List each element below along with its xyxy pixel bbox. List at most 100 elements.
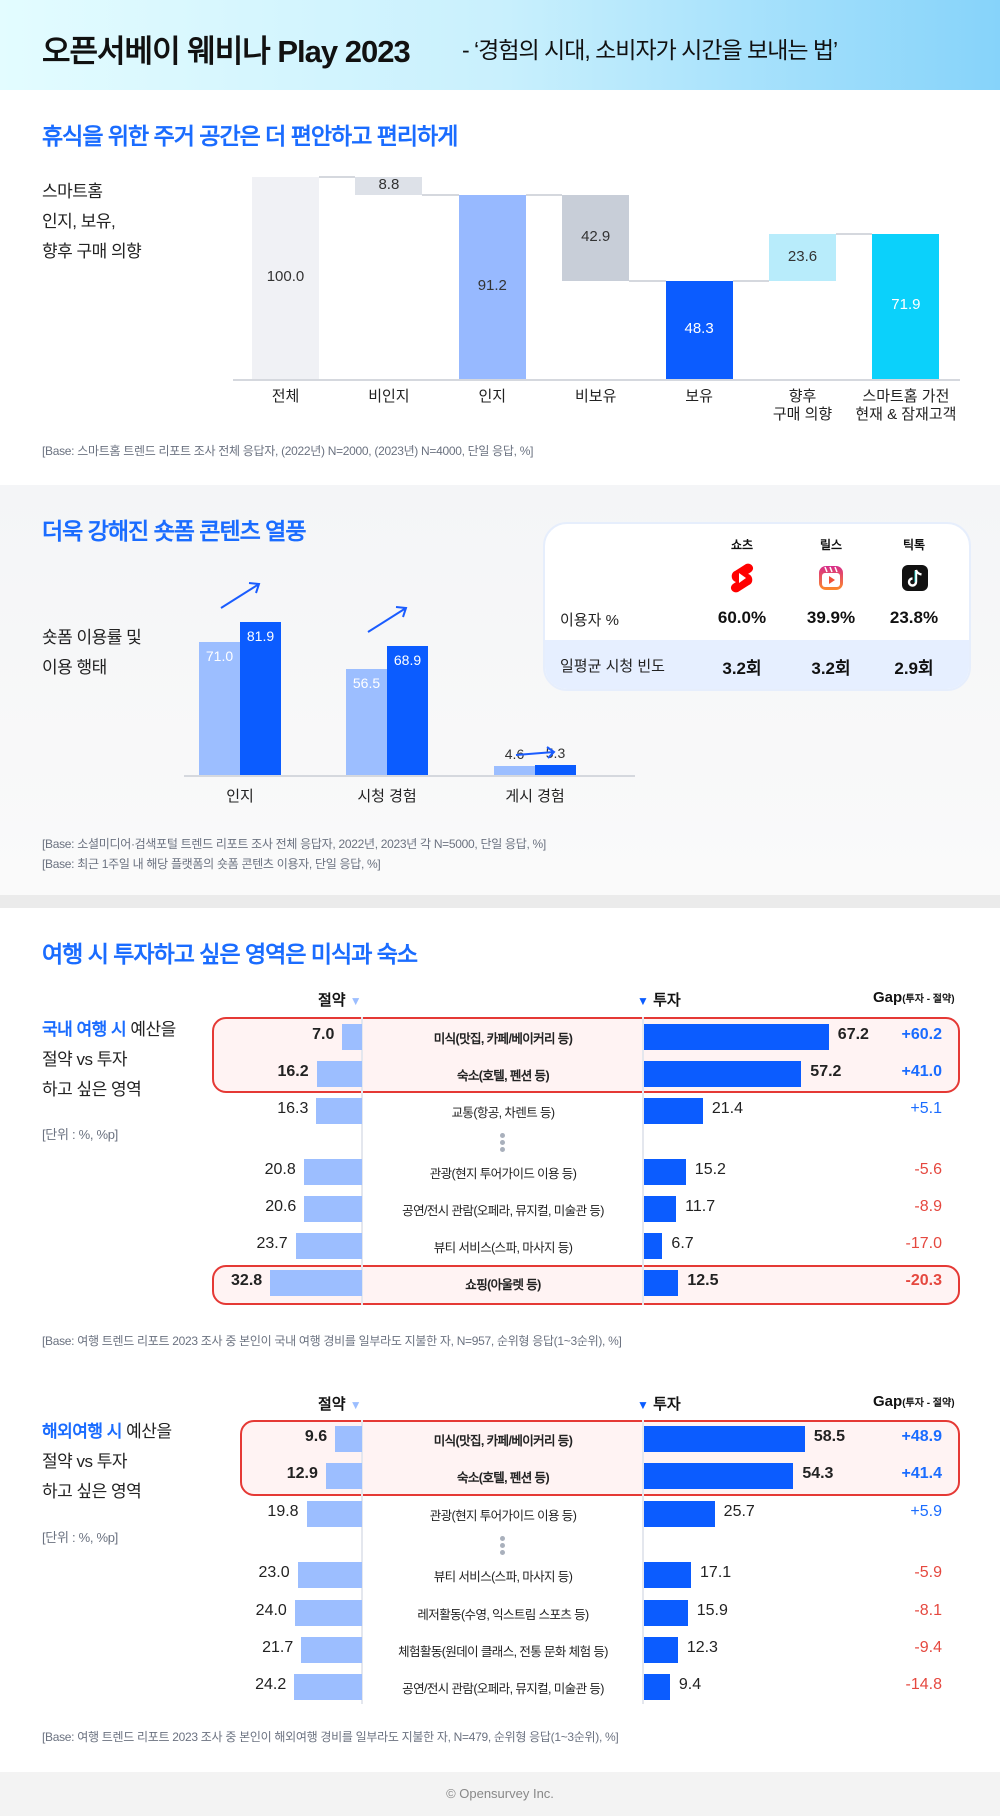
side-label-line: 향후 구매 의향 (42, 242, 142, 261)
save-bar (316, 1061, 362, 1087)
ellipsis-dot (500, 1147, 505, 1152)
bar (240, 622, 281, 775)
trend-arrow-icon (220, 582, 261, 609)
triangle-down-icon: ▼ (349, 994, 362, 1008)
gap-value: +60.2 (901, 1026, 942, 1043)
column-header-gap: Gap(투자 - 절약) (873, 989, 955, 1006)
gap-value: -17.0 (905, 1235, 942, 1252)
data-label: 71.0 (205, 648, 234, 665)
bar (387, 646, 428, 775)
invest-value: 67.2 (837, 1026, 869, 1043)
save-value: 20.6 (265, 1198, 297, 1215)
center-axis-right (642, 1420, 644, 1704)
overseas-side-label: 해외여행 시 예산을 절약 vs 투자 하고 싶은 영역 (42, 1417, 172, 1507)
save-bar (304, 1196, 362, 1222)
invest-bar (644, 1599, 688, 1626)
row-label: 공연/전시 관람(오페라, 뮤지컬, 미술관 등) (402, 1682, 604, 1697)
save-bar (303, 1159, 362, 1185)
row-label: 공연/전시 관람(오페라, 뮤지컬, 미술관 등) (402, 1204, 604, 1218)
reels-frequency: 3.2회 (811, 659, 851, 678)
gap-value: -14.8 (905, 1676, 942, 1694)
save-value: 23.0 (258, 1564, 290, 1582)
domestic-note: [Base: 여행 트렌드 리포트 2023 조사 중 본인이 국내 여행 경비… (42, 1334, 622, 1348)
save-bar (294, 1674, 362, 1701)
invest-bar (644, 1159, 686, 1185)
reels-users: 39.9% (806, 608, 856, 627)
side-label-line: 스마트홈 (42, 182, 103, 201)
tiktok-icon (902, 565, 928, 591)
row-label: 쇼핑(아울렛 등) (465, 1278, 541, 1292)
invest-bar (644, 1233, 663, 1259)
row-label: 숙소(호텔, 펜션 등) (456, 1471, 550, 1486)
tiktok-users: 23.8% (889, 608, 939, 627)
gap-value: +41.0 (901, 1063, 942, 1080)
save-label: 절약 (318, 992, 346, 1009)
category-label: 전체 (271, 388, 300, 405)
side-label-line: 예산을 (121, 1422, 172, 1441)
page-subtitle: - ‘경험의 시대, 소비자가 시간을 보내는 법’ (462, 37, 838, 63)
instagram-reels-icon (819, 566, 843, 590)
data-label: 81.9 (246, 628, 275, 644)
side-label-line: 예산을 (126, 1020, 176, 1039)
column-header-save: 절약 ▼ (318, 1393, 362, 1414)
youtube-shorts-icon (730, 563, 754, 593)
gap-value: -8.1 (914, 1601, 942, 1619)
row-label: 뷰티 서비스(스파, 마사지 등) (433, 1570, 573, 1585)
category-label: 비인지 (368, 388, 410, 405)
category-label: 향후 구매 의향 (772, 388, 833, 423)
footer-copyright: © Opensurvey Inc. (446, 1786, 554, 1801)
triangle-down-icon: ▼ (637, 1398, 649, 1412)
section2-note-2: [Base: 최근 1주일 내 해당 플랫폼의 숏폼 콘텐츠 이용자, 단일 응… (42, 857, 381, 871)
invest-value: 11.7 (685, 1198, 716, 1215)
ellipsis-dot (500, 1535, 505, 1541)
side-label-line: 숏폼 이용률 및 (42, 628, 142, 647)
save-value: 16.2 (277, 1063, 309, 1080)
row-label: 체험활동(원데이 클래스, 전통 문화 체험 등) (398, 1645, 608, 1659)
data-label: 71.9 (891, 296, 921, 314)
waterfall-bar (665, 281, 733, 379)
waterfall-bar (252, 177, 319, 379)
save-value: 9.6 (304, 1428, 328, 1445)
side-label-highlight: 국내 여행 시 (42, 1020, 127, 1039)
unit-label: [단위 : %, %p] (42, 1530, 118, 1545)
save-value: 23.7 (256, 1235, 288, 1252)
overseas-note: [Base: 여행 트렌드 리포트 2023 조사 중 본인이 해외여행 경비를… (42, 1730, 619, 1744)
data-label: 8.8 (378, 175, 400, 193)
invest-value: 12.5 (687, 1272, 719, 1289)
shorts-users: 60.0% (717, 608, 767, 627)
row-label: 미식(맛집, 카페/베이커리 등) (433, 1032, 573, 1046)
save-label: 절약 (318, 1396, 346, 1413)
unit-label: [단위 : %, %p] (42, 1127, 118, 1142)
invest-bar (644, 1674, 670, 1701)
ellipsis-dot (500, 1140, 505, 1145)
gap-label: Gap (873, 1393, 903, 1410)
save-value: 20.8 (264, 1161, 296, 1178)
gap-label: Gap (873, 989, 903, 1006)
invest-bar (644, 1500, 715, 1527)
row-label: 뷰티 서비스(스파, 마사지 등) (433, 1241, 573, 1255)
side-label-line: 절약 vs 투자 (42, 1452, 128, 1471)
section2-title: 더욱 강해진 숏폼 콘텐츠 열풍 (42, 518, 306, 544)
gap-value: -5.9 (914, 1564, 942, 1582)
bar (494, 766, 535, 775)
side-label-line: 이용 행태 (42, 658, 107, 677)
save-value: 7.0 (312, 1026, 335, 1043)
side-label-line: 하고 싶은 영역 (42, 1080, 142, 1099)
save-bar (297, 1562, 362, 1589)
invest-bar (644, 1637, 678, 1663)
gap-sublabel: (투자 - 절약) (902, 1398, 955, 1409)
section2-side-label: 숏폼 이용률 및 이용 행태 (42, 623, 142, 683)
save-value: 24.0 (255, 1601, 287, 1619)
invest-label: 투자 (653, 992, 681, 1009)
save-value: 16.3 (277, 1100, 309, 1117)
save-bar (335, 1426, 362, 1452)
x-axis-line (184, 775, 635, 777)
save-bar (294, 1599, 362, 1626)
save-value: 24.2 (255, 1676, 287, 1694)
data-label: 91.2 (477, 276, 507, 294)
side-label-highlight: 해외여행 시 (42, 1422, 122, 1441)
invest-value: 6.7 (671, 1235, 694, 1252)
save-bar (306, 1500, 362, 1527)
invest-bar (644, 1098, 703, 1124)
gap-value: -9.4 (914, 1639, 942, 1656)
